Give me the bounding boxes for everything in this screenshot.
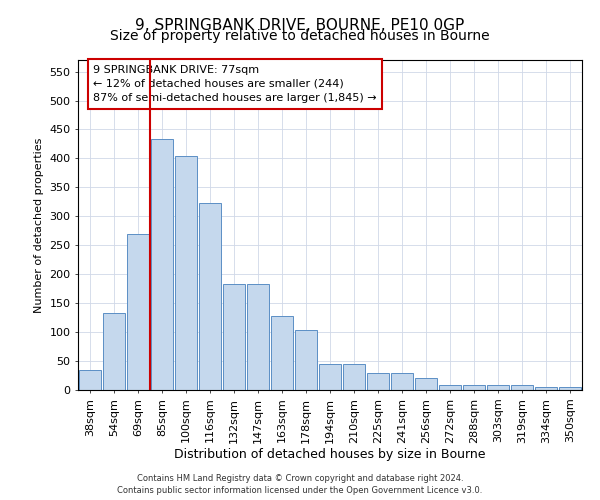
Bar [103, 313, 125, 390]
Bar [127, 234, 149, 390]
Text: Size of property relative to detached houses in Bourne: Size of property relative to detached ho… [110, 29, 490, 43]
Y-axis label: Number of detached properties: Number of detached properties [34, 138, 44, 312]
Bar [463, 386, 485, 390]
Bar [439, 386, 461, 390]
Text: 9 SPRINGBANK DRIVE: 77sqm
← 12% of detached houses are smaller (244)
87% of semi: 9 SPRINGBANK DRIVE: 77sqm ← 12% of detac… [93, 65, 377, 103]
Bar [175, 156, 197, 390]
Bar [319, 364, 341, 390]
Bar [295, 330, 317, 390]
Bar [487, 386, 509, 390]
Bar [223, 284, 245, 390]
Bar [415, 378, 437, 390]
Bar [271, 316, 293, 390]
Bar [343, 364, 365, 390]
X-axis label: Distribution of detached houses by size in Bourne: Distribution of detached houses by size … [174, 448, 486, 462]
Bar [511, 386, 533, 390]
Bar [199, 203, 221, 390]
Text: 9, SPRINGBANK DRIVE, BOURNE, PE10 0GP: 9, SPRINGBANK DRIVE, BOURNE, PE10 0GP [136, 18, 464, 32]
Text: Contains HM Land Registry data © Crown copyright and database right 2024.
Contai: Contains HM Land Registry data © Crown c… [118, 474, 482, 495]
Bar [535, 387, 557, 390]
Bar [391, 372, 413, 390]
Bar [367, 372, 389, 390]
Bar [79, 370, 101, 390]
Bar [247, 284, 269, 390]
Bar [151, 140, 173, 390]
Bar [559, 387, 581, 390]
